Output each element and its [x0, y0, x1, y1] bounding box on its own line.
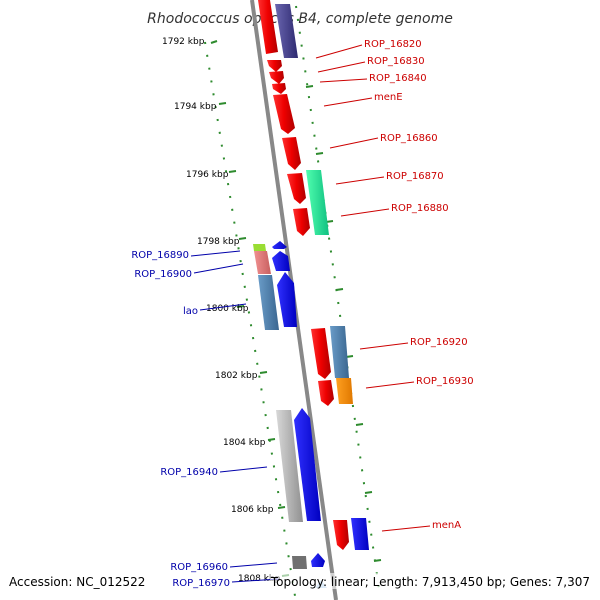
label-lao[interactable]: lao: [183, 306, 198, 317]
leader-line: [319, 78, 368, 83]
accession-text: Accession: NC_012522: [9, 575, 145, 589]
tick-label: 1806 kbp: [231, 505, 274, 515]
label-rop16920[interactable]: ROP_16920: [410, 337, 468, 348]
gene-rop16860[interactable]: [282, 137, 301, 170]
tick-mark: [355, 423, 364, 426]
gene-rop16870b[interactable]: [306, 170, 329, 235]
gene-lao-a[interactable]: [258, 275, 279, 330]
leader-line: [199, 303, 247, 311]
map-title: Rhodococcus opacus B4, complete genome: [147, 11, 453, 27]
tick-label: 1804 kbp: [223, 438, 266, 448]
label-rop16830[interactable]: ROP_16830: [367, 56, 425, 67]
tick-mark: [218, 102, 227, 105]
tick-mark: [236, 305, 245, 308]
gene-rop16820b[interactable]: [275, 4, 298, 58]
leader-line: [340, 208, 390, 217]
gene-mene[interactable]: [273, 94, 295, 134]
tick-mark: [259, 371, 268, 374]
gene-rop16820[interactable]: [258, 0, 278, 54]
tick-label: 1792 kbp: [162, 37, 205, 47]
gene-rop16840[interactable]: [269, 71, 284, 84]
gene-rop16920b[interactable]: [330, 326, 349, 378]
leader-line: [193, 263, 244, 274]
tick-mark: [228, 170, 237, 173]
gene-mene-a[interactable]: [272, 83, 286, 94]
gene-rop16920a[interactable]: [311, 328, 331, 379]
label-rop16890[interactable]: ROP_16890: [131, 250, 189, 261]
footer-backdrop-right: [270, 573, 598, 589]
tick-mark: [335, 288, 344, 291]
gene-lao[interactable]: [277, 272, 297, 327]
leader-line: [219, 466, 268, 473]
tick-mark: [267, 438, 276, 441]
leader-line: [335, 176, 385, 185]
leader-line: [190, 250, 241, 257]
gene-rop16930b[interactable]: [336, 378, 353, 404]
topology-text: Topology: linear; Length: 7,913,450 bp; …: [270, 575, 590, 589]
tick-label: 1808 kbp: [238, 574, 281, 584]
label-mene[interactable]: menE: [374, 92, 403, 103]
leader-line: [323, 97, 373, 107]
gene-rop16890[interactable]: [254, 251, 271, 274]
gene-rop16960a[interactable]: [292, 556, 307, 569]
leader-line: [229, 562, 278, 568]
leader-line: [329, 137, 379, 149]
tick-mark: [305, 85, 314, 88]
label-rop16880[interactable]: ROP_16880: [391, 203, 449, 214]
tick-label: 1800 kbp: [206, 304, 249, 314]
gene-rop16880[interactable]: [293, 208, 310, 236]
label-rop16970[interactable]: ROP_16970: [172, 578, 230, 589]
label-rop16960[interactable]: ROP_16960: [170, 562, 228, 573]
tick-mark: [277, 506, 286, 509]
label-rop16930[interactable]: ROP_16930: [416, 376, 474, 387]
gene-rop16890-tip[interactable]: [253, 244, 266, 251]
tick-label: 1798 kbp: [197, 237, 240, 247]
label-rop16820[interactable]: ROP_16820: [364, 39, 422, 50]
gene-mena-b[interactable]: [351, 518, 369, 550]
tick-label: 1794 kbp: [174, 102, 217, 112]
tick-mark: [238, 237, 247, 240]
leader-line: [381, 525, 431, 532]
genes-left-strand: [253, 241, 327, 588]
gene-rop16940a[interactable]: [276, 410, 303, 522]
left-labels: ROP_16890 ROP_16900 lao ROP_16940 ROP_16…: [131, 250, 280, 589]
tick-label: 1796 kbp: [186, 170, 229, 180]
tick-mark: [210, 40, 218, 44]
label-rop16900[interactable]: ROP_16900: [134, 269, 192, 280]
gene-rop16940[interactable]: [294, 408, 321, 521]
label-rop16840[interactable]: ROP_16840: [369, 73, 427, 84]
tick-mark: [373, 559, 382, 562]
leader-line: [317, 61, 366, 73]
gene-rop16960[interactable]: [311, 553, 325, 567]
gene-rop16830[interactable]: [267, 60, 282, 72]
leader-line: [365, 381, 415, 389]
gene-rop16930a[interactable]: [318, 380, 334, 406]
label-rop16860[interactable]: ROP_16860: [380, 133, 438, 144]
label-rop16940[interactable]: ROP_16940: [160, 467, 218, 478]
tick-label: 1802 kbp: [215, 371, 258, 381]
tick-mark: [315, 152, 324, 155]
right-labels: ROP_16820 ROP_16830 ROP_16840 menE ROP_1…: [315, 39, 474, 532]
tick-mark: [364, 491, 373, 494]
gene-rop16900[interactable]: [272, 251, 290, 271]
leader-line: [315, 44, 363, 59]
label-mena[interactable]: menA: [432, 520, 461, 531]
label-rop16870[interactable]: ROP_16870: [386, 171, 444, 182]
gene-mena[interactable]: [333, 520, 349, 550]
gene-rop16870[interactable]: [287, 173, 306, 204]
genes-right-strand: [258, 0, 369, 550]
gene-rop16890b[interactable]: [272, 241, 287, 249]
leader-line: [359, 342, 409, 350]
